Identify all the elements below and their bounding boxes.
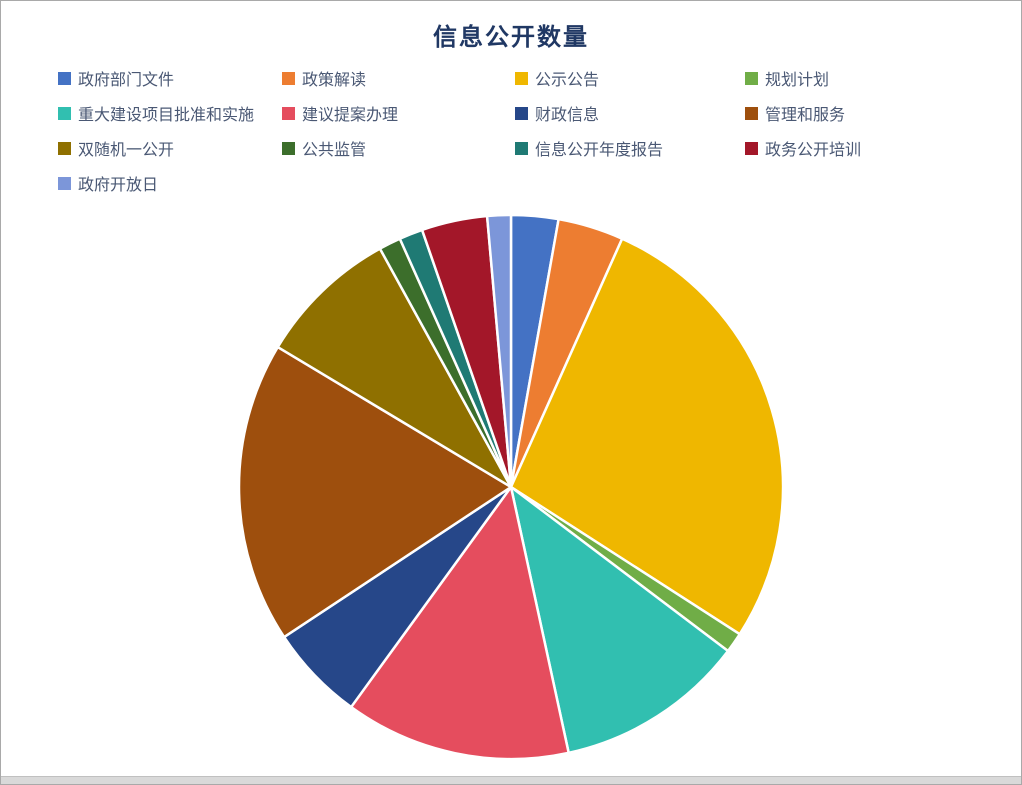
legend-item-2: 公示公告 bbox=[515, 67, 745, 89]
legend-swatch-icon bbox=[515, 106, 528, 120]
legend-item-8: 双随机一公开 bbox=[58, 137, 282, 159]
legend-item-12: 政府开放日 bbox=[58, 172, 282, 194]
legend-label: 重大建设项目批准和实施 bbox=[78, 105, 255, 124]
legend-item-5: 建议提案办理 bbox=[282, 102, 515, 124]
legend-swatch-icon bbox=[745, 106, 758, 120]
pie-slice-8 bbox=[276, 247, 513, 489]
chart-legend: 政府部门文件 政策解读 公示公告 规划计划重大建设项目批准和实施 建议提案办理 财政信息 管… bbox=[58, 67, 861, 194]
legend-item-0: 政府部门文件 bbox=[58, 67, 282, 89]
legend-item-4: 重大建设项目批准和实施 bbox=[58, 102, 282, 124]
legend-item-6: 财政信息 bbox=[515, 102, 745, 124]
legend-label: 信息公开年度报告 bbox=[535, 140, 664, 159]
legend-swatch-icon bbox=[58, 71, 71, 85]
legend-item-7: 管理和服务 bbox=[745, 102, 861, 124]
pie-slice-2 bbox=[509, 237, 785, 636]
legend-label: 建议提案办理 bbox=[302, 105, 399, 124]
bottom-edge-bar bbox=[1, 776, 1021, 784]
legend-item-3: 规划计划 bbox=[745, 67, 861, 89]
legend-item-11: 政务公开培训 bbox=[745, 137, 861, 159]
legend-label: 规划计划 bbox=[765, 70, 830, 89]
legend-label: 管理和服务 bbox=[765, 105, 846, 124]
legend-label: 双随机一公开 bbox=[78, 140, 175, 159]
pie-slice-4 bbox=[509, 485, 730, 755]
legend-item-1: 政策解读 bbox=[282, 67, 515, 89]
legend-swatch-icon bbox=[58, 141, 71, 155]
legend-swatch-icon bbox=[515, 71, 528, 85]
legend-label: 政府部门文件 bbox=[78, 70, 175, 89]
legend-label: 政府开放日 bbox=[78, 175, 159, 194]
legend-swatch-icon bbox=[745, 71, 758, 85]
legend-label: 财政信息 bbox=[535, 105, 600, 124]
legend-swatch-icon bbox=[282, 71, 295, 85]
legend-swatch-icon bbox=[58, 176, 71, 190]
pie-slice-7 bbox=[237, 345, 513, 639]
legend-label: 政策解读 bbox=[302, 70, 367, 89]
legend-swatch-icon bbox=[515, 141, 528, 155]
legend-swatch-icon bbox=[58, 106, 71, 120]
legend-swatch-icon bbox=[282, 106, 295, 120]
legend-label: 公共监管 bbox=[302, 140, 367, 159]
legend-label: 公示公告 bbox=[535, 70, 600, 89]
legend-label: 政务公开培训 bbox=[765, 140, 862, 159]
legend-swatch-icon bbox=[282, 141, 295, 155]
chart-title: 信息公开数量 bbox=[433, 22, 589, 51]
legend-swatch-icon bbox=[745, 141, 758, 155]
legend-item-10: 信息公开年度报告 bbox=[515, 137, 745, 159]
pie-slice-5 bbox=[349, 485, 570, 761]
pie-slice-12 bbox=[485, 213, 513, 489]
legend-item-9: 公共监管 bbox=[282, 137, 515, 159]
